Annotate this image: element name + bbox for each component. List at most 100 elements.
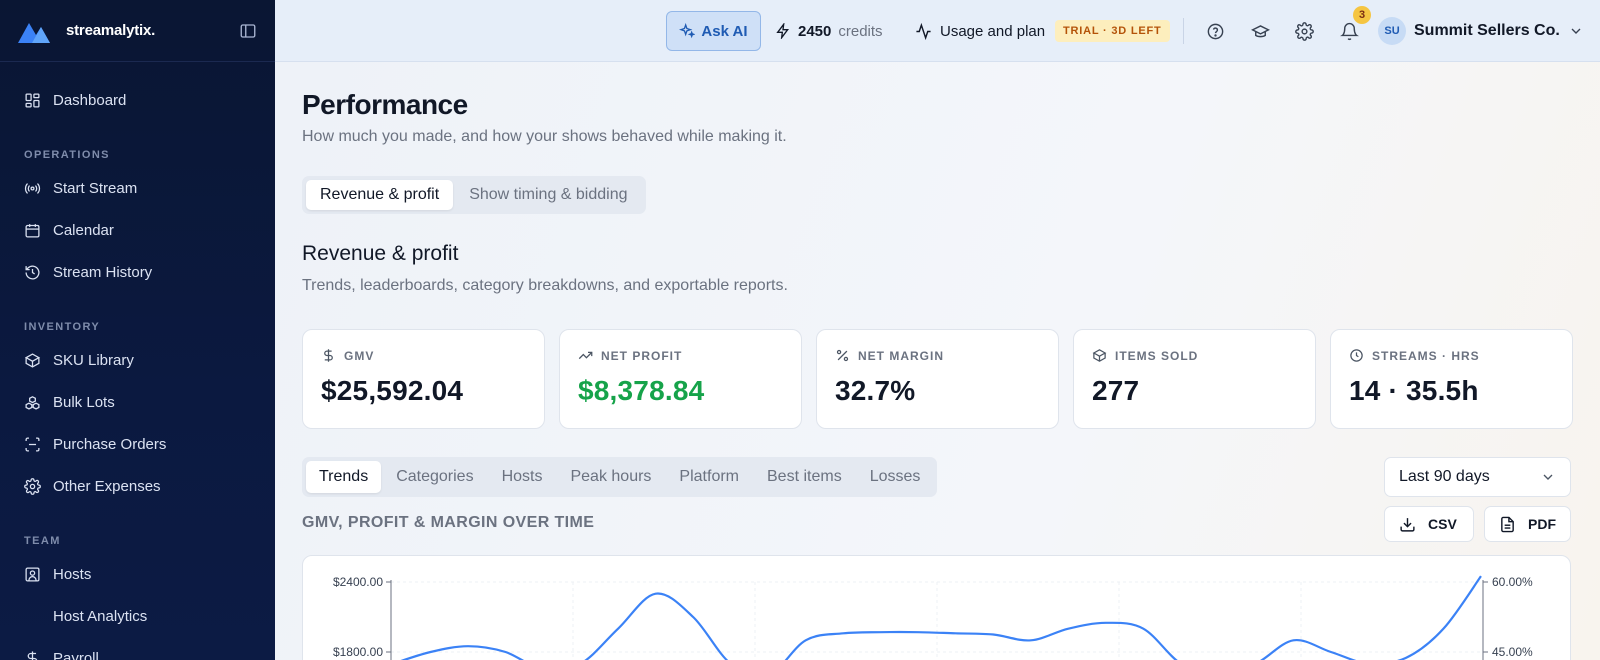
chart-card: $2400.00 $1800.00 60.00% 45.00% [302,555,1571,660]
kpi-card-net-profit: NET PROFIT $8,378.84 [559,329,802,429]
y-left-tick-label: $2400.00 [333,575,383,589]
help-icon[interactable] [1204,20,1226,42]
graduation-cap-icon[interactable] [1249,20,1271,42]
tab-trends[interactable]: Trends [306,461,382,493]
sidebar-item-label: Hosts [53,565,92,583]
kpi-label: STREAMS · HRS [1372,348,1480,363]
box-icon [24,352,41,368]
export-pdf-button[interactable]: PDF [1484,506,1571,542]
sidebar-item-purchase-orders[interactable]: Purchase Orders [0,423,275,465]
main-content: Performance How much you made, and how y… [275,62,1600,660]
kpi-card-gmv: GMV $25,592.04 [302,329,545,429]
kpi-value: 32.7% [835,375,916,406]
brand-logo[interactable]: streamalytix. [18,19,155,43]
page-subtitle: How much you made, and how your shows be… [302,128,787,145]
date-range-select[interactable]: Last 90 days [1384,457,1571,497]
section-subtitle: Trends, leaderboards, category breakdown… [302,277,788,294]
sidebar-item-label: Calendar [53,221,114,239]
notification-count-badge: 3 [1353,6,1371,24]
scan-icon [25,436,40,452]
tab-losses[interactable]: Losses [869,468,921,485]
sidebar-item-label: Other Expenses [53,477,161,495]
kpi-card-items-sold: ITEMS SOLD 277 [1073,329,1316,429]
sidebar-item-sku-library[interactable]: SKU Library [0,339,275,381]
topbar: Ask AI 2450 credits Usage and plan TRIAL… [275,0,1600,62]
tab-peak-hours[interactable]: Peak hours [570,468,652,485]
activity-icon [916,22,931,40]
sidebar-item-host-analytics[interactable]: Host Analytics [0,595,275,637]
export-csv-button[interactable]: CSV [1384,506,1474,542]
trial-badge: TRIAL · 3D LEFT [1055,20,1170,42]
sidebar-item-other-expenses[interactable]: Other Expenses [0,465,275,507]
kpi-row: GMV $25,592.04 NET PROFIT $8,378.84 NET … [302,329,1573,429]
history-icon [25,265,40,280]
usage-plan-link[interactable]: Usage and plan [915,0,1045,62]
sidebar-item-calendar[interactable]: Calendar [0,209,275,251]
chart-section-title: GMV, PROFIT & MARGIN OVER TIME [302,514,595,531]
y-left-tick-label: $1800.00 [333,645,383,659]
file-text-icon [1501,516,1514,532]
brand-name: streamalytix. [66,22,156,39]
broadcast-icon [24,182,41,194]
dashboard-icon [25,92,40,108]
kpi-label: NET MARGIN [858,348,944,363]
sidebar-item-start-stream[interactable]: Start Stream [0,167,275,209]
sidebar-item-label: Payroll [53,649,99,660]
sidebar: streamalytix. Dashboard OPERATIONS Start… [0,0,275,660]
ask-ai-button[interactable]: Ask AI [666,11,761,51]
y-right-tick-label: 60.00% [1492,575,1533,589]
gmv-profit-margin-chart: $2400.00 $1800.00 60.00% 45.00% [333,575,1533,660]
calendar-icon [25,223,40,238]
gear-icon [24,477,41,495]
sidebar-item-bulk-lots[interactable]: Bulk Lots [0,381,275,423]
tab-platform[interactable]: Platform [679,468,739,485]
account-menu[interactable]: SU Summit Sellers Co. [1378,0,1584,62]
sidebar-item-label: Stream History [53,263,153,281]
sidebar-item-hosts[interactable]: Hosts [0,553,275,595]
usage-plan-label: Usage and plan [940,22,1046,40]
page-title: Performance [302,89,468,120]
sidebar-item-label: Start Stream [53,179,138,197]
tab-hosts[interactable]: Hosts [501,468,543,485]
export-csv-label: CSV [1428,516,1457,532]
dollar-icon [324,349,333,362]
credits-value: 2450 [798,22,832,40]
package-icon [1092,349,1107,362]
sidebar-toggle-icon[interactable] [239,22,257,40]
bell-icon[interactable] [1338,20,1360,42]
sidebar-item-label: Dashboard [53,91,127,109]
sidebar-item-label: Host Analytics [53,607,148,625]
segment-show-timing-bidding[interactable]: Show timing & bidding [469,186,628,203]
sidebar-item-label: Bulk Lots [53,393,115,411]
sidebar-item-payroll[interactable]: Payroll [0,637,275,660]
topbar-divider [1183,18,1184,44]
sidebar-item-dashboard[interactable]: Dashboard [0,79,275,121]
clock-icon [1350,349,1363,362]
kpi-value: 277 [1092,375,1140,406]
analytics-tabs: Trends Categories Hosts Peak hours Platf… [302,457,938,497]
sidebar-group-operations: OPERATIONS [24,149,110,161]
kpi-card-net-margin: NET MARGIN 32.7% [816,329,1059,429]
date-range-value: Last 90 days [1399,468,1490,485]
percent-icon [836,349,849,362]
sidebar-item-label: Purchase Orders [53,435,167,453]
user-square-icon [25,566,40,582]
sidebar-item-stream-history[interactable]: Stream History [0,251,275,293]
kpi-label: NET PROFIT [601,348,683,363]
credits-indicator[interactable]: 2450 credits [775,0,883,62]
sidebar-item-label: SKU Library [53,351,134,369]
kpi-value: $25,592.04 [321,375,464,406]
dollar-icon [27,650,38,660]
y-right-tick-label: 45.00% [1492,645,1533,659]
avatar: SU [1378,17,1406,45]
sidebar-group-team: TEAM [24,535,61,547]
segment-revenue-profit[interactable]: Revenue & profit [306,180,454,210]
ask-ai-label: Ask AI [701,22,748,40]
settings-icon[interactable] [1293,20,1315,42]
credits-label: credits [838,22,883,40]
sidebar-group-inventory: INVENTORY [24,321,101,333]
download-icon [1400,517,1415,532]
tab-best-items[interactable]: Best items [767,468,842,485]
logo-icon [18,22,50,43]
tab-categories[interactable]: Categories [396,468,474,485]
